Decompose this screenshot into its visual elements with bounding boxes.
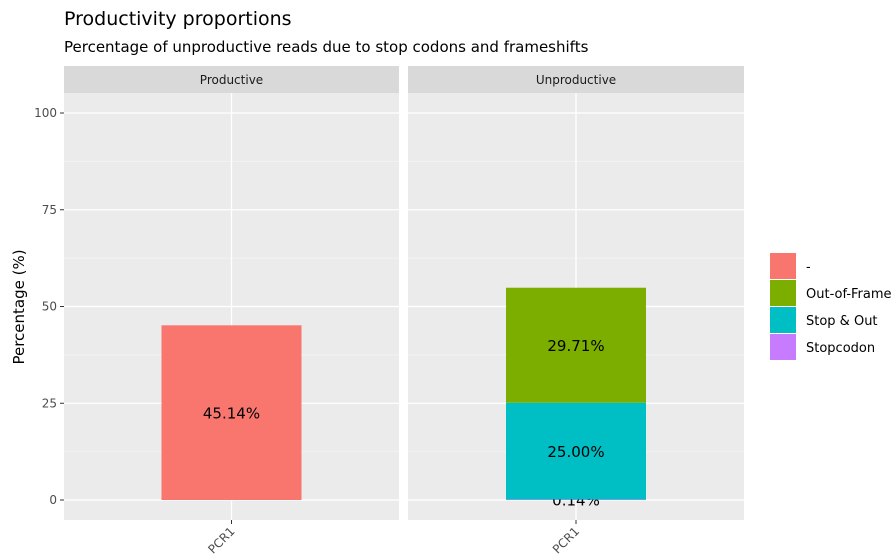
- x-tick-label: PCR1: [205, 524, 237, 556]
- facet-label: Unproductive: [536, 73, 616, 87]
- chart-subtitle: Percentage of unproductive reads due to …: [64, 38, 589, 56]
- bar-segment: [506, 402, 646, 500]
- y-axis-label: Percentage (%): [10, 249, 28, 364]
- legend-label: Stopcodon: [806, 341, 875, 356]
- x-tick-label: PCR1: [550, 524, 582, 556]
- legend-swatch: [770, 307, 796, 333]
- legend-swatch: [770, 334, 796, 360]
- bar-value-label: 29.71%: [547, 337, 604, 355]
- bar-value-label: 25.00%: [547, 443, 604, 461]
- chart-title: Productivity proportions: [64, 8, 292, 30]
- legend-label: Stop & Out: [806, 314, 878, 329]
- y-tick-label: 50: [42, 300, 57, 314]
- bar-segment: [161, 325, 302, 500]
- legend-label: Out-of-Frame: [806, 287, 892, 302]
- bar-segment: [506, 499, 646, 500]
- facet-strip: [64, 66, 399, 93]
- bar-value-label: 45.14%: [203, 405, 260, 423]
- facet-strip: [408, 66, 744, 93]
- y-tick-label: 75: [42, 203, 57, 217]
- y-tick-label: 100: [34, 106, 57, 120]
- y-tick-label: 25: [42, 396, 57, 410]
- bar-segment: [506, 287, 646, 403]
- facet-label: Productive: [200, 73, 263, 87]
- y-tick-label: 0: [49, 493, 57, 507]
- legend-swatch: [770, 253, 796, 279]
- legend-label: -: [806, 260, 811, 275]
- legend-swatch: [770, 280, 796, 306]
